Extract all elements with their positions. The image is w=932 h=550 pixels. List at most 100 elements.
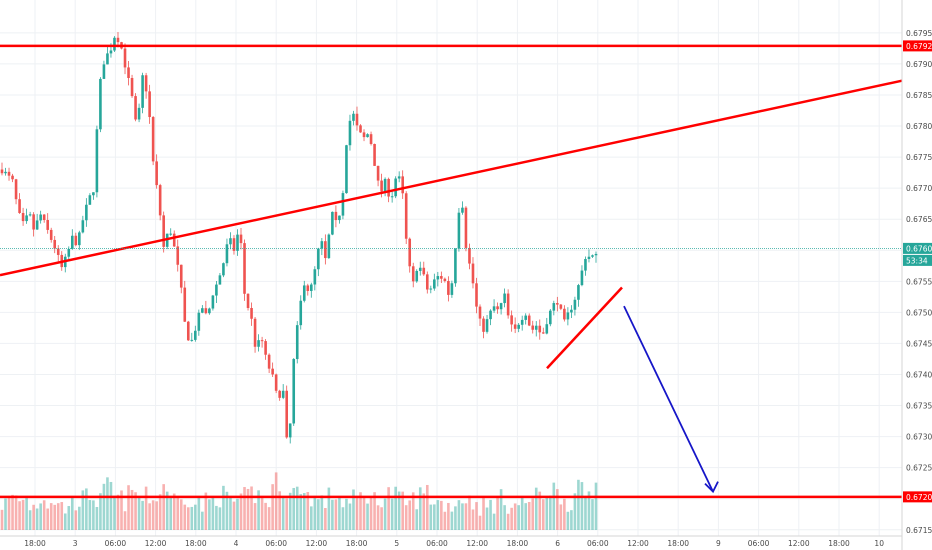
resistance-price-label-bg [903, 40, 932, 52]
candle-body [390, 196, 394, 198]
candle-body [250, 307, 253, 319]
volume-bar [369, 496, 373, 530]
time-tick-label: 5 [394, 539, 399, 548]
volume-bar [348, 503, 352, 530]
volume-bar [172, 493, 176, 530]
volume-bar [176, 497, 180, 530]
volume-bar [408, 500, 412, 530]
candle-body [559, 304, 563, 309]
volume-bar [32, 504, 35, 530]
time-axis[interactable]: 18:00 3 06:00 12:00 18:00 4 06:00 12:00 18:00 5 06… [0, 535, 902, 548]
price-badges: 0.67929 0.67203 0.67603 53:34 [903, 40, 932, 503]
candle-body [570, 309, 573, 313]
volume-bar [295, 486, 299, 530]
support-price-label: 0.67203 [906, 493, 932, 502]
candle-body [580, 270, 584, 286]
drawings[interactable] [0, 44, 903, 499]
volume-bar [60, 502, 64, 530]
candle-body [215, 284, 218, 296]
candle-body [376, 165, 380, 181]
volume-bar [183, 504, 187, 530]
volume-bar [95, 507, 99, 530]
volume-bar [215, 505, 218, 530]
countdown-bg [903, 254, 932, 266]
volume-bar [331, 499, 334, 530]
volume-bar [584, 496, 587, 530]
volume-bar [232, 501, 236, 530]
candle-body [341, 193, 345, 216]
volume-bars [0, 472, 598, 530]
candle-body [130, 77, 134, 97]
candle-body [541, 332, 545, 334]
candle-body [260, 340, 264, 342]
volume-bar [355, 497, 359, 530]
candle-body [591, 255, 594, 257]
volume-bar [21, 499, 25, 530]
volume-bar [517, 505, 520, 530]
candle-body [53, 239, 57, 249]
time-tick-label: 06:00 [265, 539, 287, 548]
candle-body [232, 238, 236, 251]
volume-bar [169, 498, 173, 530]
candle-body [42, 214, 46, 221]
candle-body [172, 233, 176, 247]
candle-body [102, 64, 106, 79]
volume-bar [556, 489, 559, 530]
volume-bar [158, 494, 162, 530]
candle-body [422, 267, 426, 275]
candle-body [39, 214, 42, 221]
candle-body [352, 113, 355, 121]
volume-bar [106, 477, 109, 530]
candle-body [281, 390, 285, 398]
volume-bar [130, 489, 134, 530]
volume-bar [538, 491, 542, 530]
candle-body [137, 107, 141, 120]
time-tick-label: 4 [234, 539, 239, 548]
candle-body [334, 211, 338, 221]
volume-bar [447, 502, 450, 530]
volume-bar [144, 486, 148, 530]
volume-bar [201, 511, 204, 530]
candle-body [243, 243, 246, 294]
candle-body [134, 96, 137, 120]
volume-bar [510, 507, 513, 530]
volume-bar [362, 497, 366, 530]
candle-body [246, 293, 250, 308]
candle-body [183, 287, 187, 322]
candle-body [587, 256, 591, 260]
candle-body [113, 37, 116, 51]
volume-bar [25, 495, 28, 530]
candle-body [109, 50, 113, 54]
candle-body [278, 390, 281, 398]
grid [0, 0, 902, 536]
volume-bar [352, 489, 355, 530]
down-arrow-shaft [623, 305, 714, 493]
current-price-label: 0.67603 [906, 244, 932, 253]
time-tick-label: 18:00 [667, 539, 689, 548]
candle-body [577, 285, 580, 300]
volume-bar [274, 472, 278, 530]
candle-body [25, 215, 28, 222]
candle-body [74, 235, 78, 246]
candle-body [81, 220, 85, 233]
volume-bar [148, 503, 151, 530]
volume-bar [397, 491, 401, 530]
volume-bar [520, 496, 524, 530]
volume-bar [190, 506, 194, 530]
volume-bar [288, 492, 292, 530]
volume-bar [485, 507, 489, 530]
volume-bar [39, 503, 42, 530]
volume-bar [11, 494, 14, 530]
candle-body [594, 253, 598, 256]
candle-body [492, 306, 496, 311]
volume-bar [218, 507, 222, 530]
candle-body [288, 423, 292, 438]
volume-bar [109, 481, 113, 530]
candle-body [520, 319, 524, 325]
